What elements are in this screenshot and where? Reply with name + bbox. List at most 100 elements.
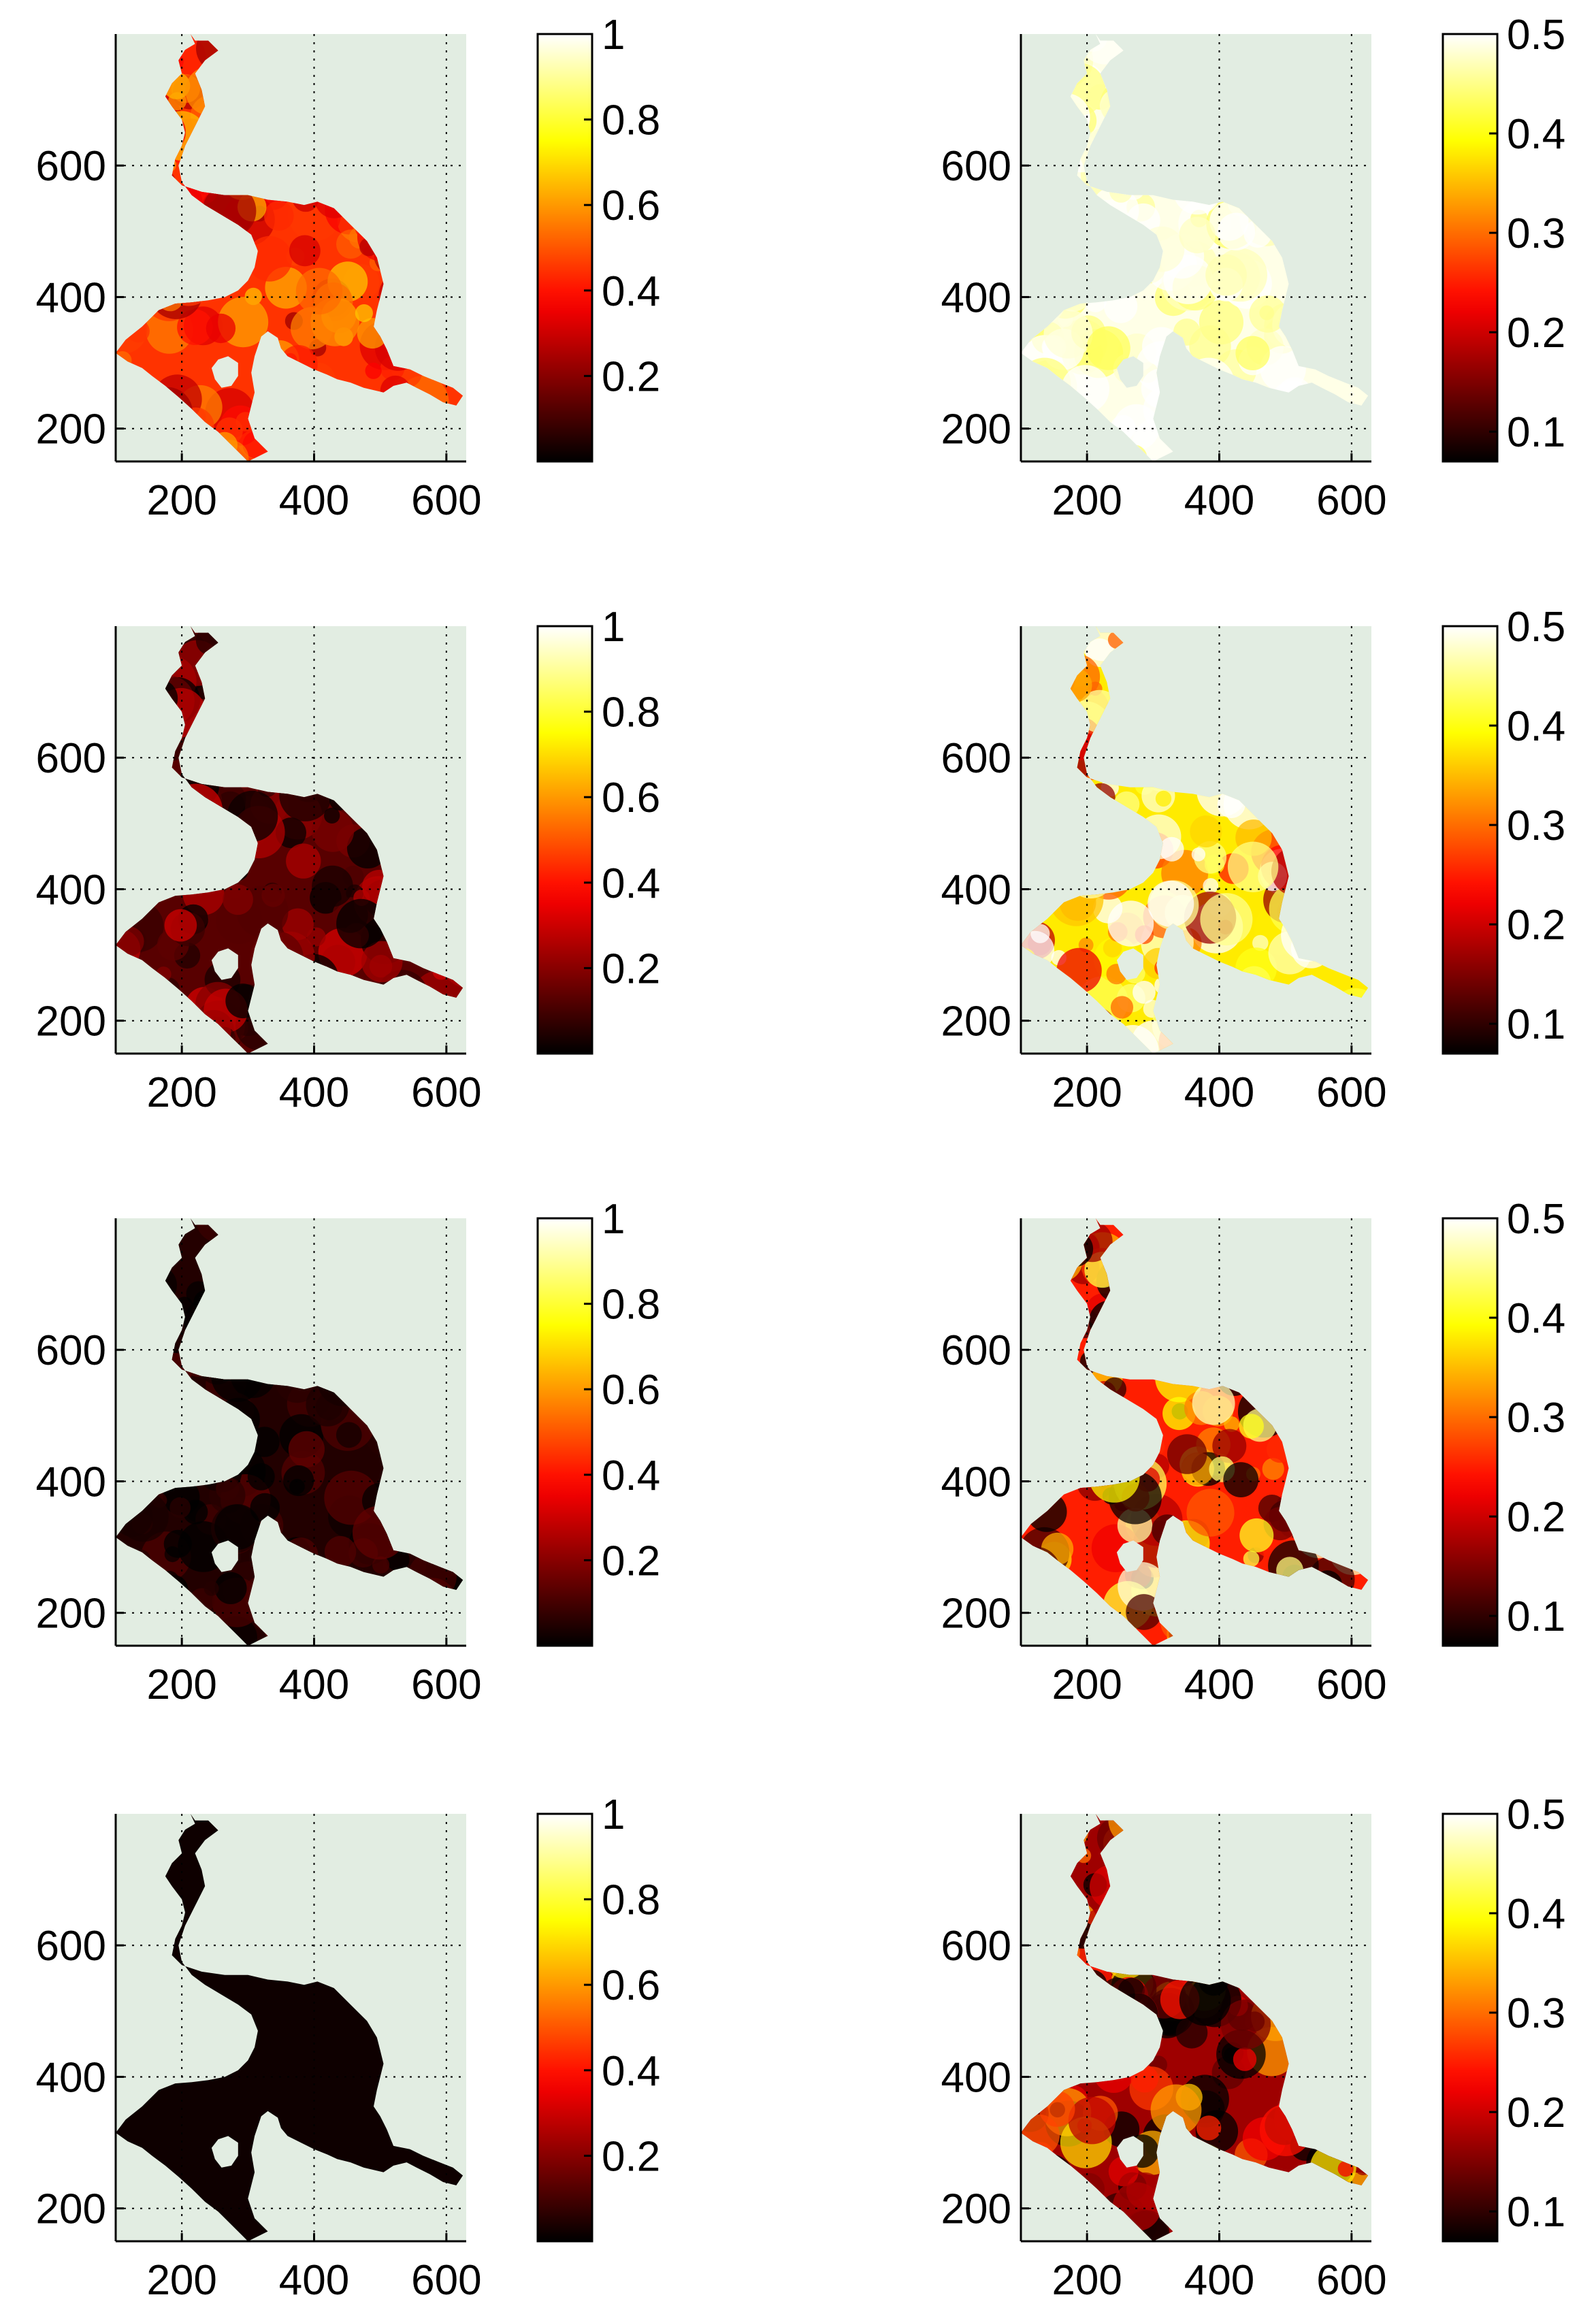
heat-blob (214, 1504, 261, 1550)
heat-blob (169, 1497, 191, 1518)
colorbar-tick-label: 0.4 (602, 860, 660, 907)
colorbar-tick-label: 0.4 (1507, 703, 1565, 750)
y-tick-label: 600 (941, 735, 1011, 782)
heat-blob (1252, 934, 1269, 951)
x-tick-label: 600 (411, 477, 481, 524)
colorbar-tick-label: 1 (602, 1791, 625, 1838)
heat-blob (312, 809, 355, 852)
panel-row4-right: 200 400 600 200 400 600 0.5 0.4 0.3 0.2 0.1 (941, 1791, 1566, 2304)
x-tick-label: 400 (279, 2257, 349, 2304)
heat-blob (1243, 1550, 1260, 1567)
heat-blob (1227, 841, 1279, 893)
colorbar-tick-label: 0.2 (602, 945, 660, 992)
colorbar-tick-label: 0.3 (1507, 1395, 1565, 1442)
heat-blob (163, 1529, 192, 1558)
colorbar-tick-label: 0.3 (1507, 1990, 1565, 2037)
heat-blob (223, 884, 253, 915)
heat-blob (250, 1493, 280, 1523)
colorbar (1442, 1217, 1499, 1647)
y-tick-label: 400 (36, 1459, 106, 1506)
heat-blob (1223, 1462, 1259, 1498)
y-tick-label: 200 (941, 406, 1011, 453)
colorbar-tick-label: 0.2 (602, 353, 660, 400)
heat-blob (336, 1422, 362, 1448)
heat-blob (1159, 836, 1184, 862)
x-tick-label: 600 (411, 1069, 481, 1116)
gridlines (1021, 34, 1371, 461)
y-tick-label: 200 (36, 406, 106, 453)
colorbar-tick-label: 1 (602, 1196, 625, 1243)
y-tick-label: 400 (36, 274, 106, 321)
y-tick-label: 600 (36, 735, 106, 782)
colorbar-tick-label: 0.6 (602, 775, 660, 821)
colorbar (536, 33, 593, 463)
x-tick-label: 600 (411, 1661, 481, 1708)
y-tick-label: 400 (36, 2054, 106, 2101)
heat-blob (372, 1556, 390, 1574)
y-tick-label: 600 (941, 1327, 1011, 1374)
colorbar-tick-label: 0.5 (1507, 604, 1565, 651)
x-tick-label: 400 (1184, 1069, 1254, 1116)
colorbar-tick-label: 0.3 (1507, 210, 1565, 257)
gridlines (116, 626, 466, 1054)
heat-blob (355, 304, 374, 323)
heat-blob (324, 1535, 357, 1568)
heat-blob (1262, 1458, 1284, 1480)
x-tick-label: 200 (1052, 2257, 1122, 2304)
heat-blob (336, 898, 386, 949)
x-tick-label: 600 (411, 2257, 481, 2304)
colorbar (536, 625, 593, 1055)
heat-blob (263, 201, 294, 231)
heat-blob (261, 883, 285, 907)
y-tick-label: 200 (941, 1591, 1011, 1638)
heat-blob (164, 909, 197, 942)
heat-blob (1110, 996, 1134, 1019)
heat-blob (1186, 1489, 1235, 1537)
colorbar-tick-label: 0.1 (1507, 1001, 1565, 1048)
heat-blob (1239, 1518, 1274, 1552)
x-tick-label: 400 (1184, 1661, 1254, 1708)
colorbar-tick-label: 0.2 (1507, 902, 1565, 949)
region-hole (211, 948, 238, 980)
colorbar-tick-label: 0.6 (602, 1962, 660, 2009)
gridlines (116, 34, 466, 461)
x-tick-label: 200 (146, 1661, 216, 1708)
heat-blob (1190, 815, 1222, 848)
gridlines (116, 1814, 466, 2241)
colorbar (536, 1217, 593, 1647)
y-tick-label: 600 (941, 143, 1011, 190)
heat-blob (1200, 893, 1253, 946)
x-tick-label: 200 (1052, 1661, 1122, 1708)
heat-blob (365, 362, 382, 379)
y-tick-label: 600 (941, 1923, 1011, 1970)
colorbar (536, 1812, 593, 2243)
gridlines (1021, 1218, 1371, 1646)
heat-blob (289, 235, 321, 267)
colorbar-tick-label: 0.4 (1507, 1295, 1565, 1342)
heat-blob (1337, 2160, 1354, 2177)
x-tick-label: 400 (1184, 477, 1254, 524)
y-tick-label: 400 (941, 1459, 1011, 1506)
colorbar-tick-label: 0.5 (1507, 12, 1565, 59)
x-tick-label: 200 (1052, 477, 1122, 524)
panel-row1-left: 200 400 600 200 400 600 1 0.8 0.6 0.4 0.2 (36, 12, 661, 524)
colorbar-tick-label: 0.6 (602, 1367, 660, 1414)
colorbar-tick-label: 0.1 (1507, 1593, 1565, 1640)
colorbar-tick-label: 0.4 (602, 268, 660, 315)
heat-blob (1205, 254, 1247, 296)
panel-row2-left: 200 400 600 200 400 600 1 0.8 0.6 0.4 0.2 (36, 604, 661, 1116)
region-hole (1116, 356, 1143, 388)
region-hole (211, 356, 238, 388)
colorbar-tick-label: 0.2 (602, 2133, 660, 2180)
colorbar-tick-label: 0.8 (602, 689, 660, 736)
heat-blob (1163, 255, 1213, 304)
colorbar (1442, 625, 1499, 1055)
heat-blob (1192, 1382, 1235, 1425)
heat-blob (246, 235, 293, 282)
colorbar-tick-label: 0.8 (602, 1877, 660, 1924)
heat-blob (1191, 847, 1206, 862)
x-tick-label: 400 (279, 1069, 349, 1116)
y-tick-label: 200 (941, 998, 1011, 1045)
heat-blob (312, 865, 353, 907)
colorbar-tick-label: 0.1 (1507, 409, 1565, 456)
